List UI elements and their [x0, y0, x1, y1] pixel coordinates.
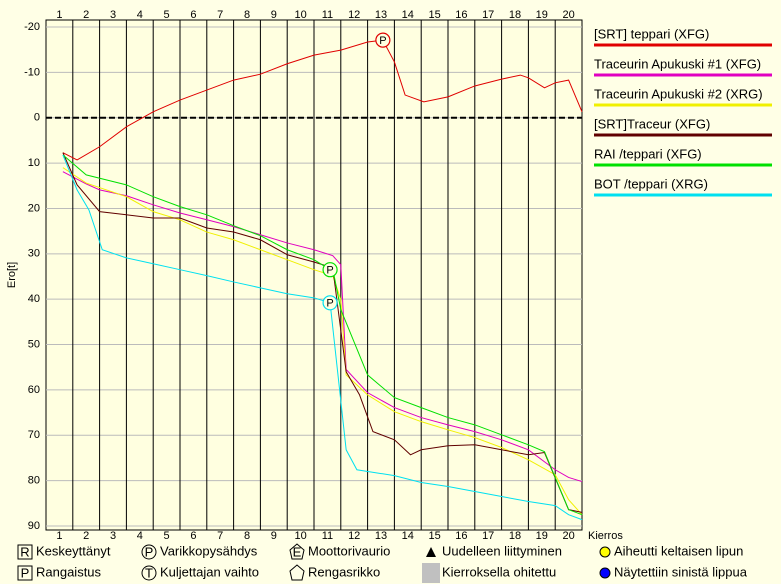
- x-tick-label: 20: [562, 530, 574, 542]
- legend-icon: [599, 567, 611, 579]
- x-tick-label: 7: [217, 530, 223, 542]
- legend-label: Aiheutti keltaisen lipun: [614, 543, 743, 558]
- legend-label: Kuljettajan vaihto: [160, 564, 259, 579]
- x-tick-label: 9: [271, 530, 277, 542]
- legend-label: Moottorivaurio: [308, 543, 390, 558]
- symbol-legend: R Keskeyttänyt P Rangaistus P Varikkopysähdys…: [17, 543, 748, 583]
- legend-label: [SRT] teppari (XFG): [594, 26, 709, 41]
- x-tick-label: 10: [294, 530, 306, 542]
- x-tick-label: 10: [294, 9, 306, 21]
- legend-icon: [17, 544, 33, 560]
- pit-marker: [322, 262, 338, 278]
- x-tick-label: 1: [56, 9, 62, 21]
- x-tick-label: 14: [402, 9, 414, 21]
- pit-marker: [375, 32, 391, 48]
- series-line: [62, 171, 583, 483]
- legend-icon-letter: E: [293, 544, 302, 559]
- legend-icon: [289, 564, 305, 581]
- x-tick-label: 5: [164, 530, 170, 542]
- x-tick-label: 18: [509, 9, 521, 21]
- x-tick-label: 9: [271, 9, 277, 21]
- legend-icon: [141, 565, 157, 581]
- legend-label: Varikkopysähdys: [160, 543, 258, 558]
- x-tick-label: 2: [83, 530, 89, 542]
- pit-marker: [322, 295, 338, 311]
- legend-icon: [289, 543, 305, 560]
- legend-icon-letter: R: [20, 544, 29, 559]
- pit-marker-label: P: [326, 265, 333, 277]
- x-tick-label: 15: [428, 530, 440, 542]
- x-tick-label: 13: [375, 530, 387, 542]
- x-tick-label: 16: [455, 9, 467, 21]
- legend-label: Kierroksella ohitettu: [442, 564, 556, 579]
- legend-icon-letter: P: [145, 544, 154, 559]
- x-tick-label: 18: [509, 530, 521, 542]
- y-tick-label: 80: [28, 475, 40, 487]
- legend-icon: [422, 563, 440, 583]
- x-tick-label: 2: [83, 9, 89, 21]
- y-tick-label: 50: [28, 338, 40, 350]
- x-tick-label: 5: [164, 9, 170, 21]
- x-tick-label: 12: [348, 9, 360, 21]
- legend-icon: [141, 544, 157, 560]
- x-tick-label: 6: [190, 9, 196, 21]
- y-tick-label: 60: [28, 384, 40, 396]
- x-tick-label: 3: [110, 530, 116, 542]
- legend-label: RAI /teppari (XFG): [594, 146, 702, 161]
- x-tick-label: 1: [56, 530, 62, 542]
- legend-icon: [599, 546, 611, 558]
- pit-marker-label: P: [326, 298, 333, 310]
- legend-label: Traceurin Apukuski #1 (XFG): [594, 56, 761, 71]
- legend-label: [SRT]Traceur (XFG): [594, 116, 710, 131]
- legend-label: Traceurin Apukuski #2 (XRG): [594, 86, 763, 101]
- x-tick-label: 8: [244, 530, 250, 542]
- x-tick-label: 15: [428, 9, 440, 21]
- x-tick-label: 14: [402, 530, 414, 542]
- y-axis-label: Ero[t]: [6, 262, 18, 288]
- series-line: [62, 152, 583, 513]
- x-tick-label: 17: [482, 9, 494, 21]
- y-tick-label: -10: [24, 66, 40, 78]
- series-line: [62, 39, 583, 161]
- y-tick-label: 70: [28, 429, 40, 441]
- y-tick-label: 90: [28, 520, 40, 532]
- legend-label: BOT /teppari (XRG): [594, 176, 708, 191]
- x-tick-label: 4: [137, 530, 143, 542]
- x-tick-label: 16: [455, 530, 467, 542]
- x-tick-label: 13: [375, 9, 387, 21]
- x-tick-label: 8: [244, 9, 250, 21]
- legend-icon: [426, 547, 436, 557]
- y-tick-label: 20: [28, 202, 40, 214]
- legend-label: Keskeyttänyt: [36, 543, 111, 558]
- legend-icon-letter: T: [145, 565, 153, 580]
- legend: [SRT] teppari (XFG) Traceurin Apukuski #1…: [594, 26, 772, 197]
- legend-label: Uudelleen liittyminen: [442, 543, 562, 558]
- x-axis-label: Kierros: [588, 530, 623, 542]
- x-tick-label: 11: [322, 530, 333, 542]
- legend-label: Näytettiin sinistä lippua: [614, 564, 748, 579]
- y-tick-label: 0: [34, 112, 40, 124]
- y-tick-label: 40: [28, 293, 40, 305]
- x-tick-label: 3: [110, 9, 116, 21]
- legend-icon-letter: P: [21, 565, 30, 580]
- x-tick-label: 19: [536, 9, 548, 21]
- x-tick-label: 6: [190, 530, 196, 542]
- x-tick-label: 7: [217, 9, 223, 21]
- y-tick-label: 10: [28, 157, 40, 169]
- x-tick-label: 19: [536, 530, 548, 542]
- x-tick-label: 12: [348, 530, 360, 542]
- x-tick-label: 20: [562, 9, 574, 21]
- series-line: [62, 154, 583, 521]
- legend-icon: [17, 565, 33, 581]
- y-tick-label: -20: [24, 21, 40, 33]
- pit-marker-label: P: [379, 35, 386, 47]
- legend-label: Rengasrikko: [308, 564, 380, 579]
- legend-label: Rangaistus: [36, 564, 102, 579]
- x-tick-label: 4: [137, 9, 143, 21]
- x-tick-label: 17: [482, 530, 494, 542]
- x-tick-label: 11: [322, 9, 333, 21]
- y-tick-label: 30: [28, 248, 40, 260]
